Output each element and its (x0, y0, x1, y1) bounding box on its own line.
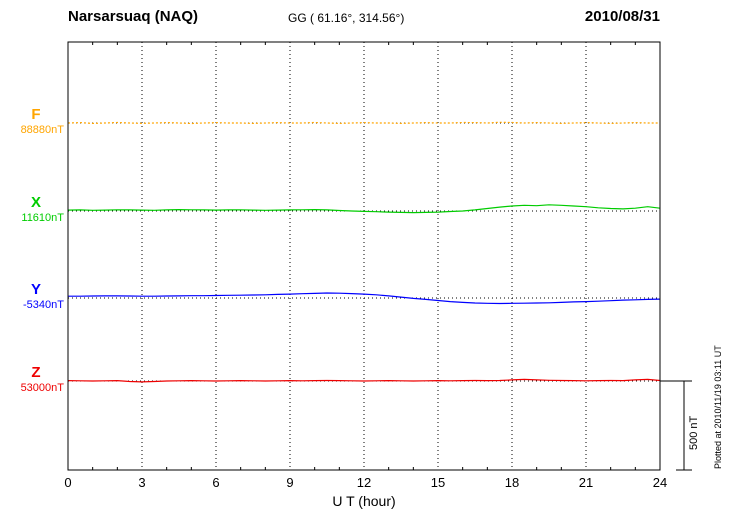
x-tick-label: 24 (653, 475, 667, 490)
series-baseline-value-F: 88880nT (20, 124, 64, 136)
trace-F (67, 121, 660, 125)
x-tick-label: 15 (431, 475, 445, 490)
series-label-group-Y: Y -5340nT (8, 282, 64, 311)
trace-Z (67, 378, 661, 383)
x-axis-title: U T (hour) (332, 493, 396, 509)
scalebar-label: 500 nT (688, 415, 700, 450)
x-tick-label: 0 (64, 475, 71, 490)
x-tick-label: 9 (286, 475, 293, 490)
trace-Y (68, 292, 661, 305)
x-tick-label: 3 (138, 475, 145, 490)
station-coordinates: GG ( 61.16°, 314.56°) (288, 11, 405, 25)
plot-date: 2010/08/31 (584, 8, 660, 25)
x-tick-label: 12 (357, 475, 371, 490)
station-title: Narsarsuaq (NAQ) (68, 8, 199, 25)
plot-border (67, 41, 661, 471)
series-letter-Y: Y (30, 281, 41, 298)
series-baseline-value-X: 11610nT (21, 212, 64, 224)
x-tick-label: 18 (505, 475, 519, 490)
series-letter-X: X (30, 194, 41, 211)
x-tick-label: 21 (579, 475, 593, 490)
x-tick-label: 6 (212, 475, 219, 490)
series-letter-Z: Z (31, 364, 41, 381)
series-baseline-value-Y: -5340nT (23, 299, 64, 311)
series-label-group-F: F 88880nT (8, 107, 64, 136)
series-baseline-value-Z: 53000nT (20, 382, 64, 394)
series-label-group-Z: Z 53000nT (8, 365, 64, 394)
series-label-group-X: X 11610nT (8, 195, 64, 224)
plotted-at-note: Plotted at 2010/11/19 03:11 UT (713, 345, 723, 469)
trace-X (67, 204, 661, 214)
chart-layer: 0 3 6 9 12 15 18 21 24 (64, 41, 692, 490)
series-letter-F: F (31, 106, 41, 123)
